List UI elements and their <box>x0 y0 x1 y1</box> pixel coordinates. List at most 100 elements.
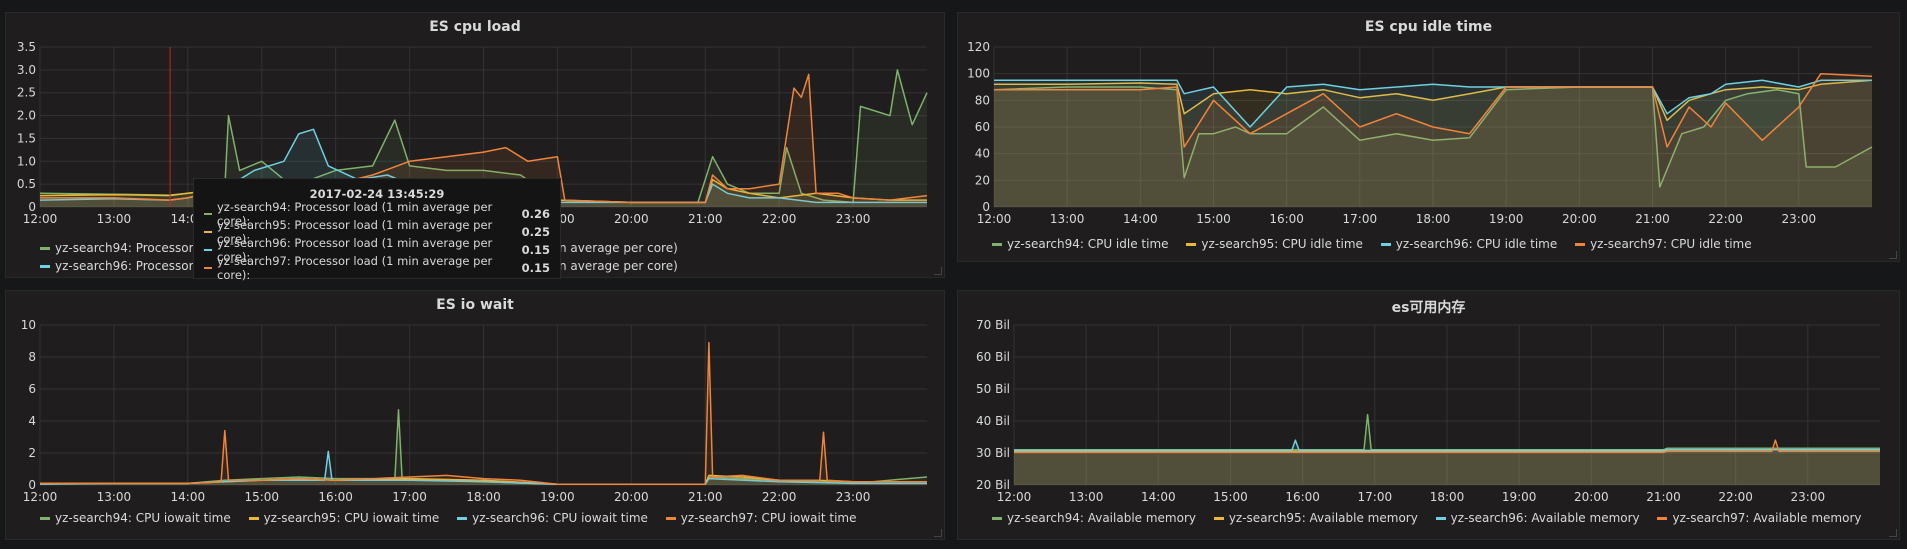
legend-item-yz-search94[interactable]: yz-search94: Processor lo <box>40 239 208 257</box>
series-area-yz-search96 <box>1014 440 1880 485</box>
legend-item-yz-search96[interactable]: yz-search96: Available memory <box>1435 511 1640 525</box>
series-line-yz-search96[interactable] <box>994 79 1872 128</box>
legend: yz-search94: CPU iowait time yz-search95… <box>40 511 870 525</box>
y-tick-label: 8 <box>28 350 36 364</box>
x-tick-label: 19:00 <box>1502 490 1537 504</box>
y-tick-label: 20 Bil <box>976 478 1010 492</box>
resize-handle[interactable] <box>934 267 942 275</box>
tooltip-value: 0.25 <box>521 225 550 239</box>
series-area-yz-search97 <box>994 73 1872 207</box>
panel-title[interactable]: ES cpu load <box>429 19 521 35</box>
y-tick-label: 40 <box>975 147 990 161</box>
y-tick-label: 0.5 <box>17 177 36 191</box>
x-tick-label: 16:00 <box>318 490 353 504</box>
x-tick-label: 23:00 <box>836 490 871 504</box>
x-tick-label: 15:00 <box>244 490 279 504</box>
x-tick-label: 21:00 <box>1646 490 1681 504</box>
series-line-yz-search94[interactable] <box>39 69 928 204</box>
chart-es-available-memory[interactable]: 20 Bil 30 Bil 40 Bil 50 Bil 60 Bil 70 Bil 12:0… <box>958 291 1901 541</box>
x-tick-label: 23:00 <box>1782 212 1817 226</box>
chart-es-cpu-idle-time[interactable]: 0 20 40 60 80 100 120 12:00 13:00 14:00 15:00 16:00… <box>958 13 1901 263</box>
resize-handle[interactable] <box>1889 529 1897 537</box>
panel-title[interactable]: ES cpu idle time <box>1364 19 1493 35</box>
tooltip-row: yz-search95: Processor load (1 min avera… <box>194 218 560 246</box>
legend-item-yz-search95[interactable]: yz-search95: CPU idle time <box>1186 237 1363 251</box>
legend-tail-text: n average per core) <box>559 259 678 273</box>
legend-item-yz-search94[interactable]: yz-search94: CPU idle time <box>992 237 1169 251</box>
panel-es-cpu-idle-time: ES cpu idle time 0 20 40 60 80 100 120 12:00 13:… <box>957 12 1900 262</box>
panel-title[interactable]: ES io wait <box>436 297 514 313</box>
series-line-yz-search97[interactable] <box>994 72 1873 148</box>
legend-item-yz-search96[interactable]: yz-search96: CPU iowait time <box>457 511 648 525</box>
x-tick-label: 20:00 <box>614 490 649 504</box>
legend: yz-search94: Available memory yz-search9… <box>992 511 1875 525</box>
x-tick-label: 17:00 <box>1343 212 1378 226</box>
series-area-yz-search95 <box>994 80 1872 207</box>
x-tick-label: 22:00 <box>1718 490 1753 504</box>
series-line-yz-search95[interactable] <box>994 79 1873 122</box>
x-tick-label: 20:00 <box>614 212 649 226</box>
legend-item-yz-search97[interactable]: yz-search97: CPU idle time <box>1575 237 1752 251</box>
tooltip-row: yz-search94: Processor load (1 min avera… <box>194 200 560 228</box>
legend-item-yz-search95[interactable]: yz-search95: Available memory <box>1213 511 1418 525</box>
x-tick-label: 22:00 <box>762 212 797 226</box>
legend-item-yz-search97[interactable]: yz-search97: CPU iowait time <box>665 511 856 525</box>
legend: yz-search94: CPU idle time yz-search95: … <box>992 237 1766 251</box>
y-tick-label: 6 <box>28 382 36 396</box>
legend-tail: n average per core) n average per core) <box>559 239 678 275</box>
tooltip-time: 2017-02-24 13:45:29 <box>309 187 445 201</box>
y-tick-label: 30 Bil <box>976 446 1010 460</box>
x-tick-label: 21:00 <box>688 490 723 504</box>
y-tick-label: 10 <box>21 318 36 332</box>
x-tick-label: 12:00 <box>23 212 58 226</box>
tooltip-series-name: yz-search95: Processor load (1 min avera… <box>217 218 493 246</box>
x-tick-label: 13:00 <box>1069 490 1104 504</box>
legend-item-yz-search97[interactable]: yz-search97: Available memory <box>1657 511 1861 525</box>
legend-item-yz-search94[interactable]: yz-search94: CPU iowait time <box>40 511 231 525</box>
series-area-yz-search94 <box>994 87 1872 207</box>
panel-es-available-memory: es可用内存 20 Bil 30 Bil 40 Bil 50 Bil 60 Bil 70 … <box>957 290 1900 540</box>
x-tick-label: 21:00 <box>688 212 723 226</box>
x-tick-label: 20:00 <box>1562 212 1597 226</box>
y-tick-label: 2 <box>28 446 36 460</box>
legend-item-yz-search96[interactable]: yz-search96: Processor lo <box>40 257 208 275</box>
x-tick-label: 12:00 <box>23 490 58 504</box>
legend-item-yz-search95[interactable]: yz-search95: CPU iowait time <box>248 511 439 525</box>
x-tick-label: 18:00 <box>466 490 501 504</box>
y-tick-label: 0 <box>28 478 36 492</box>
x-tick-label: 22:00 <box>1708 212 1743 226</box>
resize-handle[interactable] <box>934 529 942 537</box>
legend-tail-text: n average per core) <box>559 241 678 255</box>
resize-handle[interactable] <box>1889 251 1897 259</box>
legend-item-yz-search94[interactable]: yz-search94: Available memory <box>992 511 1196 525</box>
y-tick-label: 4 <box>28 414 36 428</box>
x-tick-label: 15:00 <box>1213 490 1248 504</box>
series-line-yz-search97[interactable] <box>1014 439 1880 454</box>
y-tick-label: 60 Bil <box>976 350 1010 364</box>
tooltip-series-name: yz-search97: Processor load (1 min avera… <box>217 254 493 282</box>
series-line-yz-search96[interactable] <box>1014 439 1880 452</box>
x-tick-label: 14:00 <box>171 490 206 504</box>
series-line-yz-search97[interactable] <box>40 341 927 485</box>
y-tick-label: 20 <box>975 173 990 187</box>
series-line-yz-search94[interactable] <box>993 86 1873 188</box>
tooltip-row: yz-search96: Processor load (1 min avera… <box>194 236 560 264</box>
legend-item-yz-search96[interactable]: yz-search96: CPU idle time <box>1380 237 1557 251</box>
chart-es-io-wait[interactable]: 0 2 4 6 8 10 12:00 13:00 14:00 15:00 16:00 17:00 18:… <box>6 291 946 541</box>
x-tick-label: 22:00 <box>762 490 797 504</box>
y-tick-label: 2.0 <box>17 109 36 123</box>
x-tick-label: 18:00 <box>1430 490 1465 504</box>
x-tick-label: 20:00 <box>1574 490 1609 504</box>
x-tick-label: 19:00 <box>540 490 575 504</box>
x-tick-label: 16:00 <box>1285 490 1320 504</box>
tooltip-row: yz-search97: Processor load (1 min avera… <box>194 254 560 282</box>
series-area-yz-search95 <box>1014 449 1880 485</box>
panel-title[interactable]: es可用内存 <box>1391 300 1466 316</box>
y-tick-label: 1.5 <box>17 131 36 145</box>
y-tick-label: 2.5 <box>17 86 36 100</box>
x-tick-label: 17:00 <box>1358 490 1393 504</box>
legend: yz-search94: Processor lo yz-search96: P… <box>40 239 222 275</box>
x-tick-label: 13:00 <box>1050 212 1085 226</box>
x-tick-label: 14:00 <box>1123 212 1158 226</box>
series-line-yz-search96[interactable] <box>39 450 927 485</box>
